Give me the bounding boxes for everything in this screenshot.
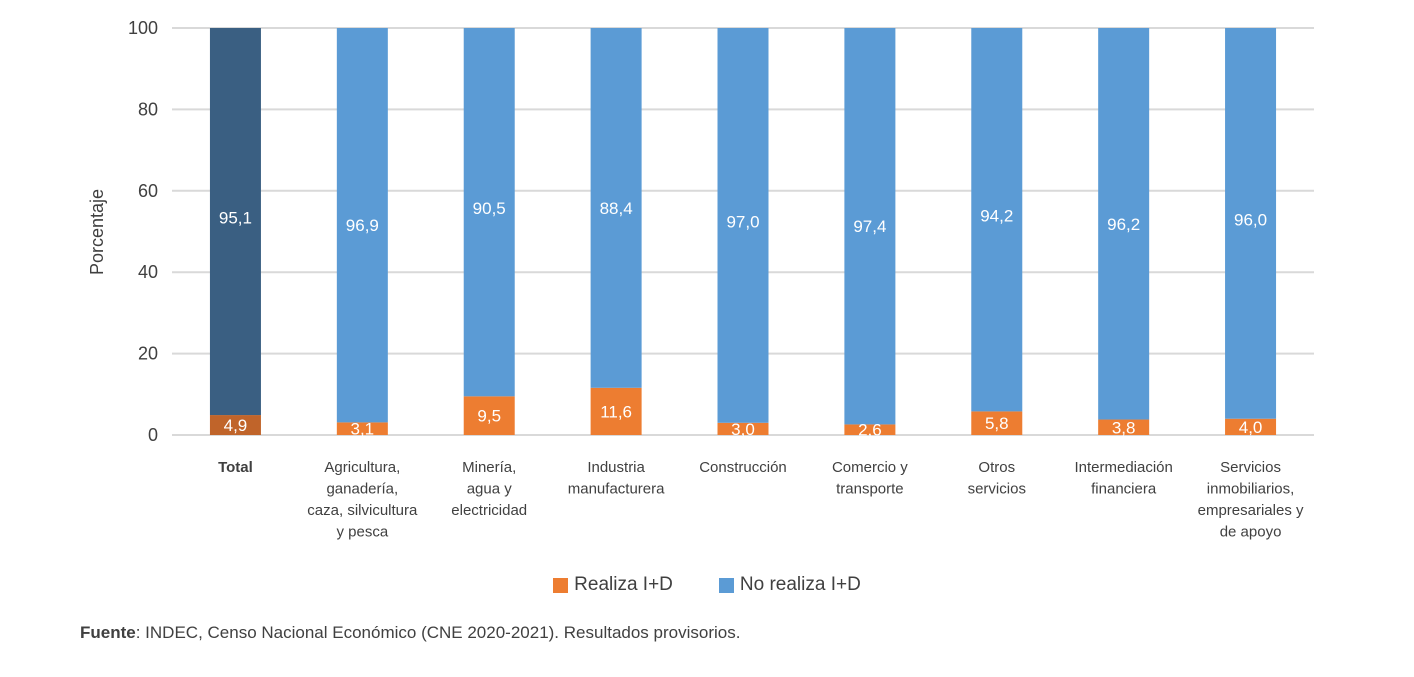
- x-tick-label: Comercio y transporte: [832, 459, 908, 498]
- bar-no-realiza: [1225, 28, 1277, 419]
- bar-realiza: [209, 415, 261, 435]
- y-axis-ticks: 0 20 40 60 80 100: [128, 18, 158, 445]
- y-tick-label: 100: [128, 18, 158, 38]
- data-label-no-realiza: 97,4: [853, 217, 886, 236]
- bar-no-realiza: [1098, 28, 1150, 420]
- data-label-no-realiza: 90,5: [473, 199, 506, 218]
- source-note: Fuente: INDEC, Censo Nacional Económico …: [80, 623, 740, 643]
- x-tick-label: Total: [218, 459, 253, 476]
- legend-item-no-realiza: No realiza I+D: [718, 574, 861, 596]
- data-label-no-realiza: 97,0: [726, 212, 759, 231]
- data-label-realiza: 9,5: [477, 407, 501, 426]
- data-label-no-realiza: 96,2: [1107, 215, 1140, 234]
- legend-label-realiza: Realiza I+D: [574, 574, 673, 595]
- data-label-no-realiza: 96,9: [346, 216, 379, 235]
- bar-no-realiza: [971, 28, 1023, 412]
- bar-realiza: [971, 411, 1023, 435]
- stacked-bar-chart: 0 20 40 60 80 100 Porcentaje 4,9 95,1 3,1 96,9 9,…: [87, 18, 1314, 541]
- bar-no-realiza: [209, 28, 261, 416]
- data-label-realiza: 3,8: [1112, 418, 1136, 437]
- source-text: : INDEC, Censo Nacional Económico (CNE 2…: [135, 623, 741, 642]
- x-axis-labels: Total Agricultura, ganadería, caza, silvicu…: [218, 459, 1304, 541]
- x-tick-label: Minería, agua y electricidad: [451, 459, 527, 519]
- x-tick-label: Construcción: [699, 459, 787, 476]
- bar-no-realiza: [717, 28, 769, 423]
- y-axis-label: Porcentaje: [87, 189, 107, 275]
- data-label-no-realiza: 95,1: [219, 209, 252, 228]
- data-label-no-realiza: 94,2: [980, 207, 1013, 226]
- bar-no-realiza: [463, 28, 515, 397]
- data-label-no-realiza: 96,0: [1234, 210, 1267, 229]
- bar-no-realiza: [590, 28, 642, 388]
- data-label-no-realiza: 88,4: [600, 199, 633, 218]
- y-tick-label: 60: [138, 181, 158, 201]
- legend-label-no-realiza: No realiza I+D: [739, 574, 861, 595]
- bar-realiza: [1098, 419, 1150, 435]
- x-tick-label: Industria manufacturera: [568, 459, 665, 498]
- x-tick-label: Intermediación financiera: [1074, 459, 1172, 498]
- bars: 4,9 95,1 3,1 96,9 9,5 90,5 11,6 88,4 3,0 97,0 2,6 9…: [209, 28, 1277, 440]
- data-label-realiza: 3,0: [731, 420, 755, 439]
- data-label-realiza: 4,9: [224, 416, 248, 435]
- x-tick-label: Otros servicios: [968, 459, 1026, 498]
- bar-no-realiza: [336, 28, 388, 423]
- data-label-realiza: 4,0: [1239, 418, 1263, 437]
- legend: Realiza I+D No realiza I+D: [0, 574, 1414, 596]
- bar-realiza: [463, 396, 515, 435]
- legend-item-realiza: Realiza I+D: [553, 574, 673, 596]
- y-tick-label: 0: [148, 425, 158, 445]
- y-tick-label: 80: [138, 99, 158, 119]
- bar-realiza: [336, 422, 388, 435]
- bar-realiza: [590, 387, 642, 435]
- legend-swatch-realiza: [553, 577, 569, 593]
- x-tick-label: Agricultura, ganadería, caza, silvicultura…: [307, 459, 418, 541]
- bar-realiza: [844, 424, 896, 435]
- data-label-realiza: 3,1: [351, 420, 375, 439]
- bar-realiza: [717, 422, 769, 435]
- y-tick-label: 40: [138, 262, 158, 282]
- data-label-realiza: 11,6: [600, 402, 632, 421]
- y-tick-label: 20: [138, 344, 158, 364]
- x-tick-label: Servicios inmobiliarios, empresariales y de…: [1198, 459, 1304, 541]
- data-label-realiza: 2,6: [858, 421, 882, 440]
- legend-swatch-no-realiza: [718, 577, 734, 593]
- data-label-realiza: 5,8: [985, 414, 1009, 433]
- bar-realiza: [1225, 418, 1277, 435]
- bar-no-realiza: [844, 28, 896, 425]
- source-label: Fuente: [80, 623, 136, 642]
